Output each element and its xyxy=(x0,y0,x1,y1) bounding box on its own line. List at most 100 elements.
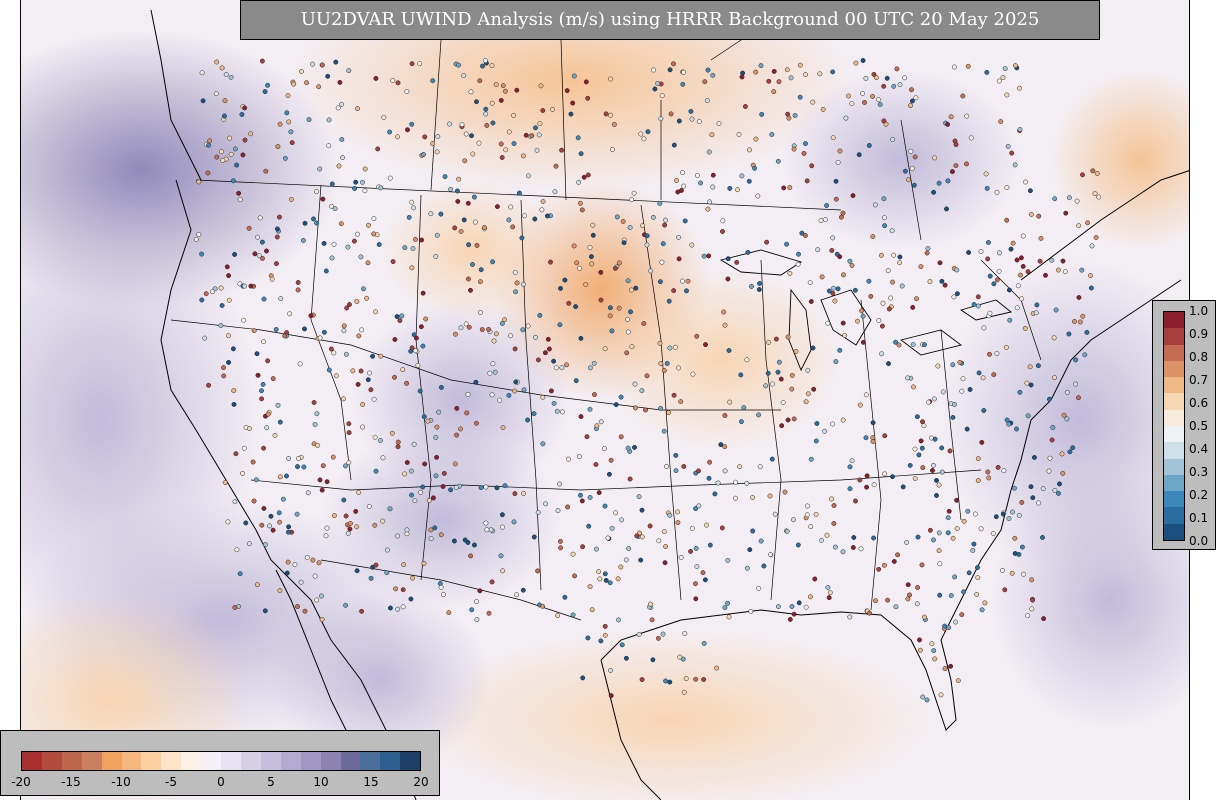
station-marker xyxy=(676,256,682,262)
station-marker xyxy=(291,81,297,87)
station-marker xyxy=(929,641,935,647)
station-marker xyxy=(993,514,999,520)
station-marker xyxy=(984,185,990,191)
station-marker xyxy=(480,63,485,69)
station-marker xyxy=(1000,75,1006,81)
station-marker xyxy=(565,456,571,462)
station-marker xyxy=(939,445,945,451)
station-marker xyxy=(609,147,615,152)
station-marker xyxy=(570,612,576,618)
station-marker xyxy=(228,74,234,80)
station-marker xyxy=(688,108,694,114)
station-marker xyxy=(272,432,278,438)
station-marker xyxy=(226,333,231,339)
station-marker xyxy=(343,463,348,469)
station-marker xyxy=(693,506,699,512)
station-marker xyxy=(525,173,531,179)
station-marker xyxy=(513,379,519,385)
station-marker xyxy=(409,121,415,127)
station-marker xyxy=(529,133,535,139)
station-marker xyxy=(1028,382,1034,388)
station-marker xyxy=(436,409,442,415)
station-marker xyxy=(458,229,464,234)
station-marker xyxy=(830,135,836,141)
station-marker xyxy=(810,345,816,351)
station-marker xyxy=(402,471,408,477)
station-marker xyxy=(520,153,526,159)
station-marker xyxy=(824,203,830,208)
station-marker xyxy=(489,579,495,585)
station-marker xyxy=(1025,413,1031,419)
station-marker xyxy=(785,417,791,423)
station-marker xyxy=(961,589,967,595)
station-marker xyxy=(613,510,619,516)
station-marker xyxy=(648,601,653,607)
station-marker xyxy=(643,407,648,413)
station-marker xyxy=(489,100,495,106)
station-marker xyxy=(559,365,565,371)
qc-colorbar-tick-label: 1.0 xyxy=(1189,304,1209,318)
station-marker xyxy=(1028,211,1034,217)
station-marker xyxy=(644,373,650,379)
station-marker xyxy=(830,69,836,75)
station-marker xyxy=(910,304,916,310)
station-marker xyxy=(354,568,360,574)
station-marker xyxy=(240,470,246,476)
station-marker xyxy=(675,520,681,526)
analysis-map[interactable] xyxy=(20,0,1190,800)
station-marker xyxy=(459,122,465,128)
station-marker xyxy=(580,675,586,681)
station-marker xyxy=(493,331,499,337)
station-marker xyxy=(812,576,818,582)
station-marker xyxy=(346,421,352,427)
station-marker xyxy=(876,97,881,103)
station-marker xyxy=(474,617,480,623)
station-marker xyxy=(1018,272,1023,278)
station-marker xyxy=(1052,487,1058,493)
station-marker xyxy=(683,676,689,682)
station-marker xyxy=(531,534,537,540)
station-marker xyxy=(726,348,732,353)
station-marker xyxy=(934,477,939,483)
station-marker xyxy=(222,98,228,104)
station-marker xyxy=(395,606,401,612)
station-marker xyxy=(882,471,888,477)
station-marker xyxy=(566,300,572,306)
station-marker xyxy=(756,585,762,591)
station-marker xyxy=(233,451,239,457)
station-marker xyxy=(261,339,267,345)
station-marker xyxy=(636,632,642,637)
station-marker xyxy=(203,291,209,297)
station-marker xyxy=(557,322,563,328)
station-marker xyxy=(587,584,593,590)
station-marker xyxy=(633,285,639,291)
station-marker xyxy=(849,101,855,107)
map-canvas xyxy=(21,0,1189,800)
station-marker xyxy=(879,323,885,329)
station-marker xyxy=(766,339,772,345)
station-marker xyxy=(924,250,930,256)
station-marker xyxy=(301,464,307,470)
station-marker xyxy=(722,322,728,328)
station-marker xyxy=(1056,490,1061,496)
station-marker xyxy=(700,570,706,576)
station-marker xyxy=(891,252,897,258)
station-marker xyxy=(1012,63,1018,69)
station-marker xyxy=(706,149,712,155)
station-marker xyxy=(908,103,913,109)
station-marker xyxy=(725,276,731,282)
station-marker xyxy=(657,201,663,206)
station-marker xyxy=(705,67,711,73)
station-marker xyxy=(880,300,886,306)
station-marker xyxy=(474,599,479,605)
qc-colorbar-tick-label: 0.9 xyxy=(1189,327,1209,341)
station-marker xyxy=(395,444,401,450)
station-marker xyxy=(310,557,316,563)
station-marker xyxy=(202,335,208,341)
wind-colorbar-segment xyxy=(61,752,82,770)
station-marker xyxy=(867,610,872,616)
station-marker xyxy=(1030,597,1036,603)
station-marker xyxy=(650,657,656,663)
station-marker xyxy=(331,350,337,356)
station-marker xyxy=(587,245,593,250)
